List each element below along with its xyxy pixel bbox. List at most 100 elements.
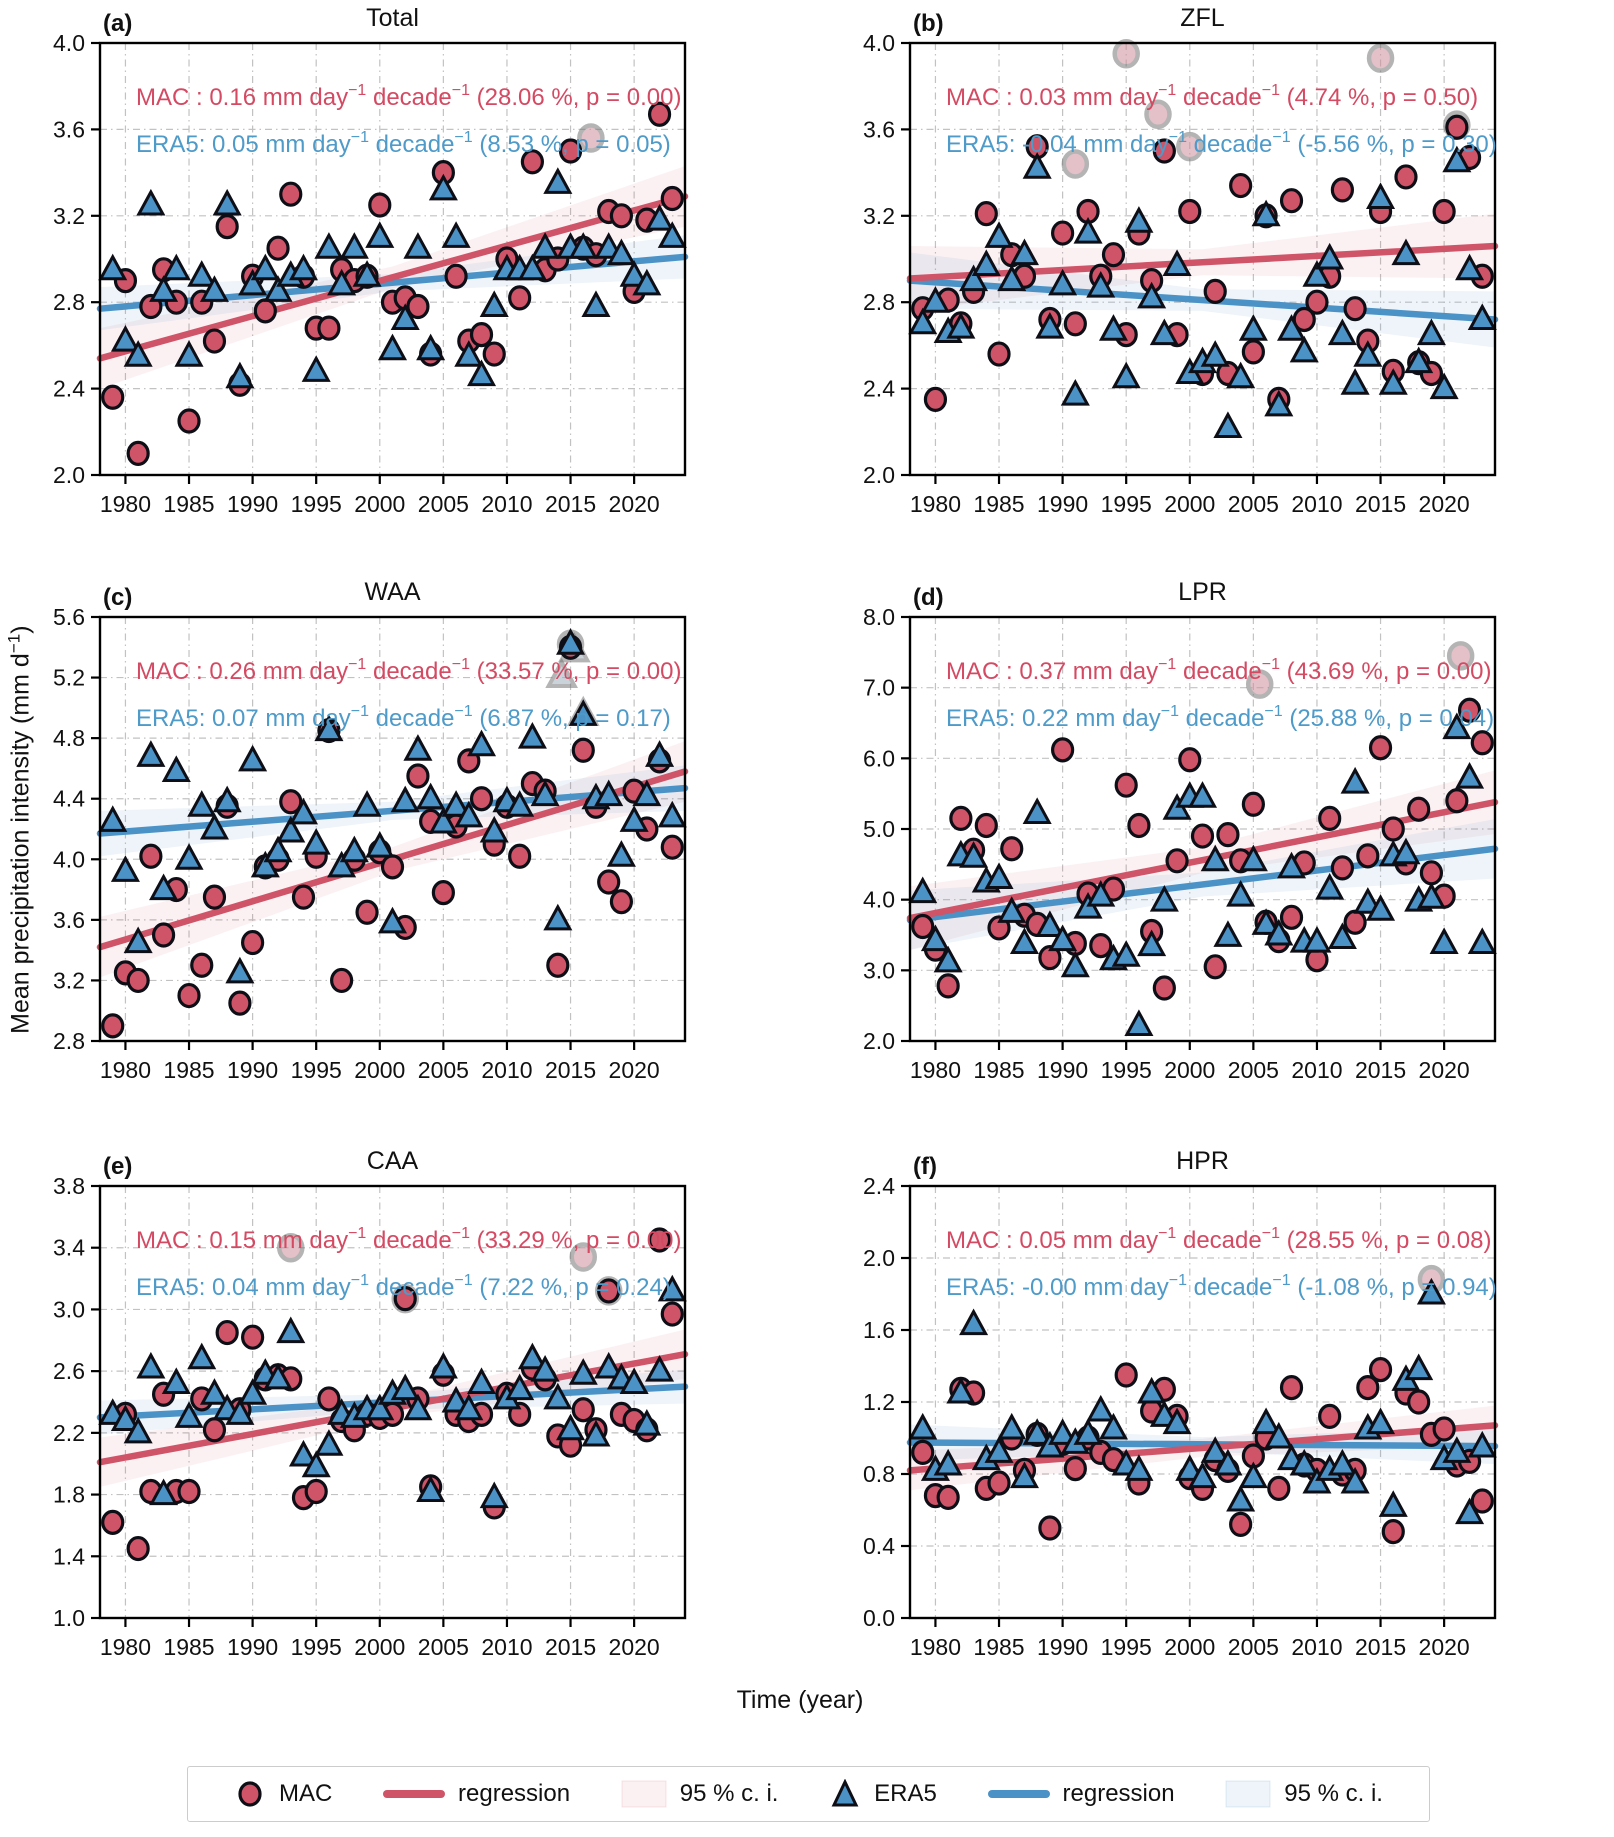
svg-text:7.0: 7.0	[863, 675, 895, 701]
svg-text:LPR: LPR	[1178, 578, 1227, 606]
svg-text:2.0: 2.0	[53, 462, 85, 488]
svg-text:3.6: 3.6	[863, 116, 895, 142]
svg-text:0.8: 0.8	[863, 1461, 895, 1487]
svg-text:1995: 1995	[291, 1634, 342, 1660]
svg-text:1995: 1995	[1101, 1634, 1152, 1660]
svg-text:MAC : 0.26 mm day−1 decade−1 (: MAC : 0.26 mm day−1 decade−1 (33.57 %, p…	[136, 656, 681, 685]
svg-text:8.0: 8.0	[863, 604, 895, 630]
svg-text:2.2: 2.2	[53, 1420, 85, 1446]
svg-text:1995: 1995	[291, 491, 342, 517]
svg-text:1990: 1990	[1037, 1057, 1088, 1083]
svg-text:2.0: 2.0	[863, 462, 895, 488]
svg-text:1980: 1980	[910, 1057, 961, 1083]
svg-text:3.8: 3.8	[53, 1173, 85, 1199]
svg-text:1990: 1990	[227, 491, 278, 517]
svg-text:2005: 2005	[1228, 491, 1279, 517]
svg-text:1.6: 1.6	[863, 1317, 895, 1343]
svg-text:(c): (c)	[103, 584, 132, 611]
panel-caa-chart: 1980 1985 1990 1995 2000 2005 2010 2015 2020 1.0 1…	[0, 1126, 725, 1683]
svg-text:2010: 2010	[1291, 491, 1342, 517]
legend-item-mac-regression: regression	[383, 1779, 570, 1809]
svg-text:1.2: 1.2	[863, 1389, 895, 1415]
svg-text:(e): (e)	[103, 1153, 132, 1180]
svg-text:1.8: 1.8	[53, 1482, 85, 1508]
svg-text:2015: 2015	[1355, 1057, 1406, 1083]
svg-text:2020: 2020	[1419, 1057, 1470, 1083]
svg-text:MAC : 0.37 mm day−1 decade−1 (: MAC : 0.37 mm day−1 decade−1 (43.69 %, p…	[946, 656, 1491, 685]
svg-text:2000: 2000	[1164, 1057, 1215, 1083]
svg-text:1995: 1995	[1101, 491, 1152, 517]
svg-text:1980: 1980	[100, 491, 151, 517]
svg-text:ERA5: 0.05 mm day−1 decade−1 (: ERA5: 0.05 mm day−1 decade−1 (8.53 %, p …	[136, 129, 671, 158]
svg-text:ERA5: -0.04 mm day−1 decade−1: ERA5: -0.04 mm day−1 decade−1 (-5.56 %, …	[946, 129, 1497, 158]
svg-text:5.0: 5.0	[863, 816, 895, 842]
blue-regression-line-icon	[987, 1779, 1050, 1809]
svg-text:2.0: 2.0	[863, 1245, 895, 1271]
svg-text:1985: 1985	[163, 1634, 214, 1660]
svg-text:4.8: 4.8	[53, 725, 85, 751]
svg-text:1990: 1990	[227, 1057, 278, 1083]
svg-text:2015: 2015	[545, 1057, 596, 1083]
svg-text:1.4: 1.4	[53, 1543, 85, 1569]
svg-text:4.0: 4.0	[863, 30, 895, 56]
svg-text:2005: 2005	[418, 1634, 469, 1660]
svg-text:1980: 1980	[100, 1057, 151, 1083]
svg-text:4.0: 4.0	[863, 887, 895, 913]
panel-lpr-chart: 1980 1985 1990 1995 2000 2005 2010 2015 2020 2.0 3…	[810, 557, 1535, 1106]
svg-text:2010: 2010	[481, 1634, 532, 1660]
svg-text:2.4: 2.4	[863, 1173, 895, 1199]
svg-text:ERA5: 0.04 mm day−1 decade−1 (: ERA5: 0.04 mm day−1 decade−1 (7.22 %, p …	[136, 1272, 671, 1301]
svg-text:6.0: 6.0	[863, 745, 895, 771]
legend: MAC regression 95 % c. i. ERA5 regressio…	[187, 1766, 1430, 1822]
svg-text:2010: 2010	[481, 1057, 532, 1083]
svg-text:2015: 2015	[1355, 1634, 1406, 1660]
svg-text:2005: 2005	[418, 491, 469, 517]
svg-text:3.2: 3.2	[53, 967, 85, 993]
legend-item-mac: MAC	[234, 1779, 332, 1809]
svg-text:1990: 1990	[1037, 1634, 1088, 1660]
svg-text:2.8: 2.8	[53, 289, 85, 315]
svg-text:1995: 1995	[291, 1057, 342, 1083]
legend-item-era5-ci: 95 % c. i.	[1225, 1779, 1383, 1809]
panel-waa-chart: 1980 1985 1990 1995 2000 2005 2010 2015 2020 2.8 3…	[0, 557, 725, 1106]
panel-total-chart: 1980 1985 1990 1995 2000 2005 2010 2015 2020 2.0 2…	[0, 0, 725, 540]
svg-text:2010: 2010	[1291, 1057, 1342, 1083]
svg-text:MAC : 0.16 mm day−1 decade−1 (: MAC : 0.16 mm day−1 decade−1 (28.06 %, p…	[136, 82, 681, 111]
svg-text:ERA5: -0.00 mm day−1 decade−1: ERA5: -0.00 mm day−1 decade−1 (-1.08 %, …	[946, 1272, 1497, 1301]
svg-text:2005: 2005	[1228, 1634, 1279, 1660]
svg-text:2000: 2000	[354, 491, 405, 517]
legend-label: 95 % c. i.	[1284, 1780, 1383, 1807]
svg-text:2010: 2010	[481, 491, 532, 517]
svg-text:MAC : 0.15 mm day−1 decade−1 (: MAC : 0.15 mm day−1 decade−1 (33.29 %, p…	[136, 1225, 681, 1254]
svg-text:1985: 1985	[973, 1057, 1024, 1083]
svg-text:1995: 1995	[1101, 1057, 1152, 1083]
red-ci-band-icon	[621, 1779, 667, 1809]
svg-text:3.2: 3.2	[53, 203, 85, 229]
legend-item-era5: ERA5	[829, 1779, 937, 1809]
red-regression-line-icon	[383, 1779, 446, 1809]
svg-text:2005: 2005	[418, 1057, 469, 1083]
svg-text:0.0: 0.0	[863, 1605, 895, 1631]
svg-text:2.4: 2.4	[53, 376, 85, 402]
legend-label: ERA5	[874, 1780, 937, 1807]
svg-text:2000: 2000	[1164, 491, 1215, 517]
svg-text:4.4: 4.4	[53, 786, 85, 812]
mac-circle-marker-icon	[234, 1779, 266, 1809]
svg-text:1980: 1980	[910, 491, 961, 517]
x-axis-label: Time (year)	[736, 1686, 864, 1714]
svg-text:5.2: 5.2	[53, 665, 85, 691]
svg-text:1980: 1980	[910, 1634, 961, 1660]
blue-ci-band-icon	[1225, 1779, 1271, 1809]
svg-text:2.6: 2.6	[53, 1358, 85, 1384]
svg-text:2020: 2020	[609, 491, 660, 517]
svg-text:(a): (a)	[103, 10, 132, 37]
svg-text:CAA: CAA	[367, 1147, 419, 1175]
panel-hpr-chart: 1980 1985 1990 1995 2000 2005 2010 2015 2020 0.0 0…	[810, 1126, 1535, 1683]
svg-text:ERA5: 0.07 mm day−1 decade−1 (: ERA5: 0.07 mm day−1 decade−1 (6.87 %, p …	[136, 703, 671, 732]
svg-text:1985: 1985	[973, 491, 1024, 517]
svg-text:3.6: 3.6	[53, 116, 85, 142]
svg-text:2000: 2000	[354, 1057, 405, 1083]
svg-text:1980: 1980	[100, 1634, 151, 1660]
svg-text:1990: 1990	[227, 1634, 278, 1660]
svg-text:3.0: 3.0	[863, 957, 895, 983]
